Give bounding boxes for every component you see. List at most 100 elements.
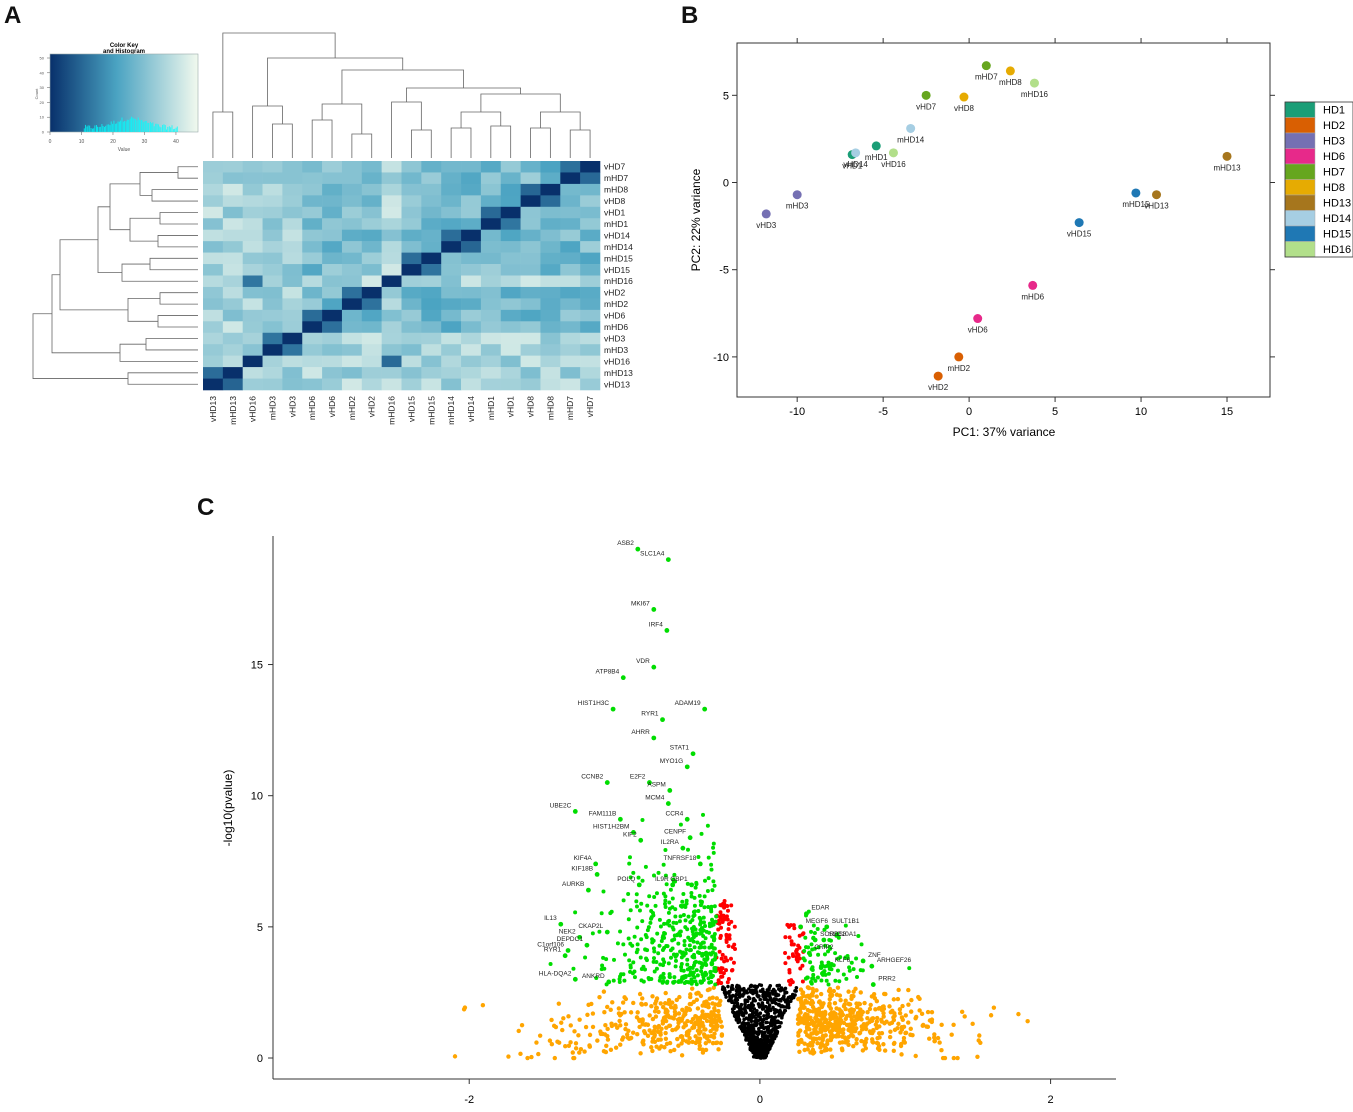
heatmap-cell bbox=[560, 332, 581, 345]
heatmap-cell bbox=[441, 172, 462, 185]
pca-xtick-label: 5 bbox=[1052, 406, 1058, 418]
volcano-point-sig bbox=[689, 894, 694, 899]
heatmap-cell bbox=[322, 367, 343, 379]
volcano-point-sig bbox=[682, 943, 687, 948]
volcano-gene-point bbox=[812, 937, 818, 943]
volcano-point-sig-small bbox=[792, 926, 797, 931]
volcano-point-fc bbox=[701, 1032, 707, 1037]
heatmap-cell bbox=[242, 229, 263, 242]
heatmap-cell bbox=[461, 344, 482, 356]
volcano-point-fc bbox=[452, 1054, 458, 1059]
heatmap-cell bbox=[461, 309, 482, 322]
volcano-point-ns bbox=[764, 1025, 769, 1030]
volcano-point-sig bbox=[640, 919, 645, 924]
volcano-point-sig-small bbox=[794, 957, 799, 962]
volcano-point-sig bbox=[672, 975, 677, 980]
volcano-point-fc bbox=[840, 1031, 846, 1036]
volcano-point-sig bbox=[635, 925, 640, 930]
volcano-point-fc bbox=[863, 1040, 868, 1045]
volcano-point-sig bbox=[608, 911, 613, 916]
volcano-point-sig bbox=[701, 915, 706, 920]
pca-point bbox=[1074, 218, 1084, 228]
volcano-point-ns bbox=[760, 1032, 765, 1037]
volcano-point-fc bbox=[537, 1033, 543, 1038]
volcano-point-ns bbox=[751, 1043, 755, 1048]
volcano-point-fc bbox=[461, 1007, 467, 1012]
volcano-point-fc bbox=[664, 1025, 669, 1030]
heatmap-cell bbox=[242, 275, 263, 288]
column-dendrogram-branch bbox=[341, 69, 464, 104]
color-key-xtick-label: 10 bbox=[79, 139, 85, 145]
volcano-point-sig bbox=[573, 910, 578, 915]
volcano-gene-point bbox=[620, 675, 626, 681]
heatmap-cell bbox=[540, 275, 561, 288]
volcano-point-sig bbox=[548, 962, 553, 967]
volcano-point-ns bbox=[747, 996, 752, 1001]
volcano-point-ns bbox=[748, 1023, 752, 1028]
volcano-point-fc bbox=[977, 1033, 982, 1038]
heatmap-cell bbox=[480, 252, 502, 265]
volcano-point-sig bbox=[628, 908, 633, 913]
heatmap-cell bbox=[262, 367, 283, 379]
heatmap-cell bbox=[341, 252, 363, 265]
heatmap-cell bbox=[322, 241, 343, 253]
volcano-point-sig bbox=[699, 965, 704, 970]
volcano-point-ns bbox=[768, 1033, 773, 1038]
volcano-point-sig bbox=[907, 966, 912, 971]
color-key-xtick-label: 20 bbox=[110, 139, 116, 145]
panel-c-letter: C bbox=[197, 494, 215, 521]
heatmap-cell bbox=[520, 355, 541, 368]
volcano-point-fc bbox=[640, 1022, 646, 1027]
volcano-point-fc bbox=[598, 1031, 604, 1037]
volcano-point-sig-small bbox=[725, 917, 730, 922]
volcano-point-fc bbox=[913, 1016, 918, 1021]
volcano-point-fc bbox=[687, 1001, 693, 1007]
volcano-point-fc bbox=[939, 1022, 944, 1028]
volcano-point-sig bbox=[643, 933, 648, 938]
volcano-point-ns bbox=[728, 996, 732, 1000]
volcano-gene-label: HIST1H3C bbox=[578, 700, 610, 707]
volcano-point-fc bbox=[697, 1043, 703, 1048]
volcano-point-fc bbox=[652, 1009, 658, 1014]
volcano-point-fc bbox=[810, 993, 815, 998]
volcano-point-fc bbox=[802, 1047, 807, 1053]
volcano-point-ns bbox=[769, 1015, 773, 1019]
color-key-ylabel: Count bbox=[34, 88, 39, 100]
pca-legend-swatch bbox=[1284, 194, 1316, 211]
volcano-point-fc bbox=[896, 987, 901, 993]
column-dendrogram-branch bbox=[411, 129, 432, 158]
volcano-gene-point bbox=[684, 764, 690, 770]
volcano-point-sig bbox=[646, 925, 651, 930]
volcano-point-fc bbox=[553, 1024, 559, 1030]
volcano-point-fc bbox=[640, 1018, 645, 1024]
heatmap-row-label: vHD1 bbox=[604, 208, 626, 218]
volcano-point-fc bbox=[620, 1000, 626, 1005]
heatmap-cell bbox=[222, 286, 243, 299]
volcano-point-sig-small bbox=[783, 935, 788, 940]
heatmap-cell bbox=[222, 378, 243, 391]
volcano-point-fc bbox=[909, 997, 914, 1003]
volcano-gene-point bbox=[689, 882, 694, 888]
volcano-point-sig bbox=[618, 974, 623, 979]
heatmap-cell bbox=[222, 206, 243, 219]
heatmap-cell bbox=[282, 332, 303, 345]
volcano-point-ns bbox=[756, 1038, 760, 1043]
volcano-point-fc bbox=[818, 991, 824, 997]
volcano-point-fc bbox=[797, 1007, 803, 1012]
volcano-gene-label: PRR2 bbox=[878, 976, 896, 983]
volcano-point-sig bbox=[826, 982, 831, 987]
volcano-point-ns bbox=[744, 1016, 749, 1021]
volcano-gene-point bbox=[572, 976, 578, 982]
volcano-gene-label: ASPM bbox=[647, 781, 665, 788]
volcano-point-sig bbox=[819, 965, 824, 970]
heatmap-cell bbox=[282, 172, 303, 185]
volcano-point-fc bbox=[635, 1010, 640, 1015]
volcano-point-fc bbox=[693, 1040, 699, 1046]
heatmap-cell bbox=[580, 355, 601, 368]
row-dendrogram-branch bbox=[159, 292, 198, 305]
heatmap-cells bbox=[203, 161, 601, 391]
volcano-point-sig bbox=[672, 872, 677, 877]
volcano-point-fc bbox=[590, 1011, 596, 1016]
volcano-point-fc bbox=[891, 1048, 897, 1053]
volcano-point-ns bbox=[751, 1024, 755, 1029]
